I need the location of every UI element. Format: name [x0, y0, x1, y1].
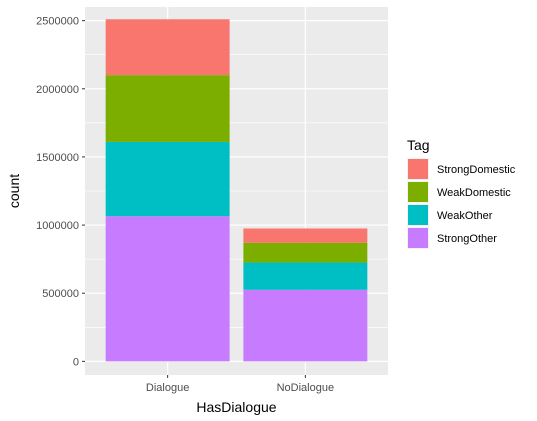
- legend: Tag StrongDomestic WeakDomestic WeakOther S…: [407, 137, 516, 249]
- bar-weakdomestic-dialogue: [105, 75, 230, 142]
- y-tick-label: 1500000: [36, 152, 79, 164]
- y-axis-title: count: [6, 174, 22, 208]
- y-axis-ticks: 0 500000 1000000 1500000 2000000 2500000: [36, 16, 85, 368]
- bars: [105, 19, 368, 362]
- bar-strongdomestic-dialogue: [105, 19, 230, 76]
- bar-weakother-dialogue: [105, 141, 230, 217]
- legend-label-strongother: StrongOther: [437, 233, 497, 245]
- x-tick-label: NoDialogue: [277, 382, 334, 394]
- y-tick-label: 500000: [42, 288, 79, 300]
- legend-swatch-weakother: [408, 205, 428, 225]
- x-axis-ticks: Dialogue NoDialogue: [146, 375, 334, 394]
- legend-label-weakdomestic: WeakDomestic: [437, 187, 511, 199]
- bar-strongother-nodialogue: [243, 289, 368, 362]
- legend-swatch-weakdomestic: [408, 182, 428, 202]
- x-tick-label: Dialogue: [146, 382, 189, 394]
- y-tick-label: 0: [73, 356, 79, 368]
- y-tick-label: 2000000: [36, 84, 79, 96]
- legend-label-weakother: WeakOther: [437, 210, 493, 222]
- bar-weakdomestic-nodialogue: [243, 242, 368, 263]
- x-axis-title: HasDialogue: [196, 399, 276, 415]
- bar-strongdomestic-nodialogue: [243, 228, 368, 243]
- legend-label-strongdomestic: StrongDomestic: [437, 164, 516, 176]
- y-tick-label: 1000000: [36, 220, 79, 232]
- legend-title: Tag: [407, 137, 430, 153]
- bar-weakother-nodialogue: [243, 262, 368, 290]
- bar-strongother-dialogue: [105, 216, 230, 362]
- y-tick-label: 2500000: [36, 16, 79, 28]
- legend-swatch-strongother: [408, 228, 428, 248]
- legend-swatch-strongdomestic: [408, 159, 428, 179]
